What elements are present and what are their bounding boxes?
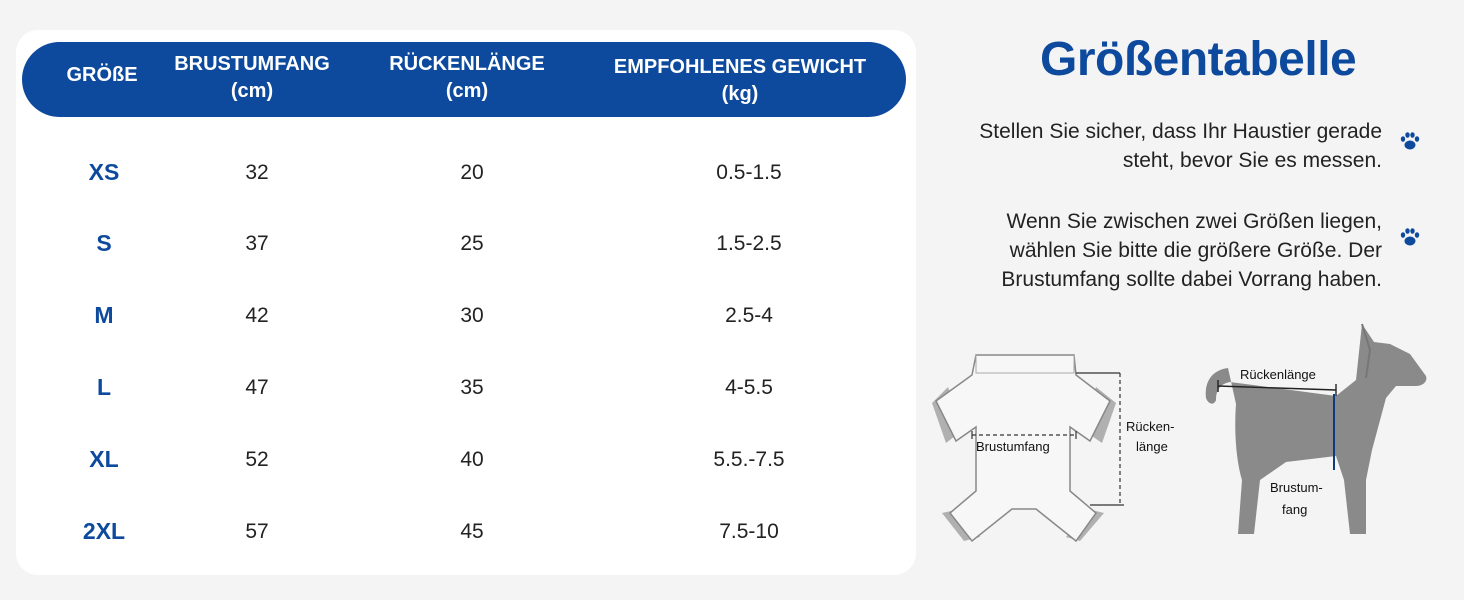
row-size: M bbox=[94, 302, 114, 328]
row-chest: 42 bbox=[245, 304, 269, 327]
row-weight: 7.5-10 bbox=[719, 520, 779, 543]
row-back: 40 bbox=[460, 448, 484, 471]
table-header bbox=[22, 42, 906, 117]
note-between-sizes: Wenn Sie zwischen zwei Größen liegen, wä… bbox=[1001, 207, 1382, 294]
header-weight: EMPFOHLENES GEWICHT (kg) bbox=[585, 54, 895, 108]
row-weight: 2.5-4 bbox=[725, 304, 773, 327]
note-line: Stellen Sie sicher, dass Ihr Haustier ge… bbox=[979, 120, 1382, 143]
header-chest-unit: (cm) bbox=[230, 80, 274, 102]
row-back: 35 bbox=[460, 376, 484, 399]
page-title: Größentabelle bbox=[1040, 33, 1357, 86]
note-stand-straight: Stellen Sie sicher, dass Ihr Haustier ge… bbox=[979, 117, 1382, 175]
row-chest: 32 bbox=[245, 161, 269, 184]
size-table-card bbox=[16, 30, 916, 575]
shirt-back-label-1: Rücken- bbox=[1126, 419, 1174, 434]
row-back: 20 bbox=[460, 161, 484, 184]
dog-chest-label-1: Brustum- bbox=[1270, 480, 1323, 495]
note-line: Brustumfang sollte dabei Vorrang haben. bbox=[1001, 268, 1382, 291]
row-weight: 5.5.-7.5 bbox=[713, 448, 785, 471]
shirt-chest-label: Brustumfang bbox=[976, 439, 1050, 454]
header-chest-label: BRUSTUMFANG bbox=[174, 53, 330, 75]
header-back: RÜCKENLÄNGE (cm) bbox=[367, 51, 567, 105]
shirt-diagram: Brustumfang Rücken- länge bbox=[932, 354, 1174, 543]
header-chest: BRUSTUMFANG (cm) bbox=[152, 51, 352, 105]
row-size: XL bbox=[89, 446, 119, 472]
row-chest: 52 bbox=[245, 448, 269, 471]
note-line: wählen Sie bitte die größere Größe. Der bbox=[1009, 239, 1382, 262]
header-size: GRÖßE bbox=[47, 62, 157, 89]
row-size: L bbox=[96, 374, 112, 400]
header-back-label: RÜCKENLÄNGE bbox=[389, 53, 545, 75]
row-chest: 57 bbox=[245, 520, 269, 543]
dog-silhouette bbox=[1205, 324, 1427, 534]
row-back: 45 bbox=[460, 520, 484, 543]
shirt-outline bbox=[935, 354, 1111, 543]
header-size-label: GRÖßE bbox=[66, 64, 138, 86]
dog-chest-label-2: fang bbox=[1282, 502, 1307, 517]
row-chest: 47 bbox=[245, 376, 269, 399]
row-back: 25 bbox=[460, 232, 484, 255]
header-weight-unit: (kg) bbox=[721, 83, 759, 105]
header-back-unit: (cm) bbox=[445, 80, 489, 102]
note-line: steht, bevor Sie es messen. bbox=[1122, 149, 1382, 172]
dog-diagram: Rückenlänge Brustum- fang bbox=[1205, 323, 1427, 534]
row-size: XS bbox=[88, 159, 120, 185]
row-weight: 4-5.5 bbox=[725, 376, 773, 399]
row-chest: 37 bbox=[245, 232, 269, 255]
row-weight: 0.5-1.5 bbox=[716, 161, 782, 184]
shirt-back-label-2: länge bbox=[1136, 439, 1168, 454]
note-line: Wenn Sie zwischen zwei Größen liegen, bbox=[1006, 210, 1382, 233]
dog-back-label: Rückenlänge bbox=[1240, 367, 1316, 382]
row-back: 30 bbox=[460, 304, 484, 327]
row-size: 2XL bbox=[82, 518, 126, 544]
row-weight: 1.5-2.5 bbox=[716, 232, 782, 255]
row-size: S bbox=[96, 230, 112, 256]
paw-icon bbox=[1400, 132, 1420, 150]
header-weight-label: EMPFOHLENES GEWICHT bbox=[613, 56, 867, 78]
paw-icon bbox=[1400, 228, 1420, 246]
